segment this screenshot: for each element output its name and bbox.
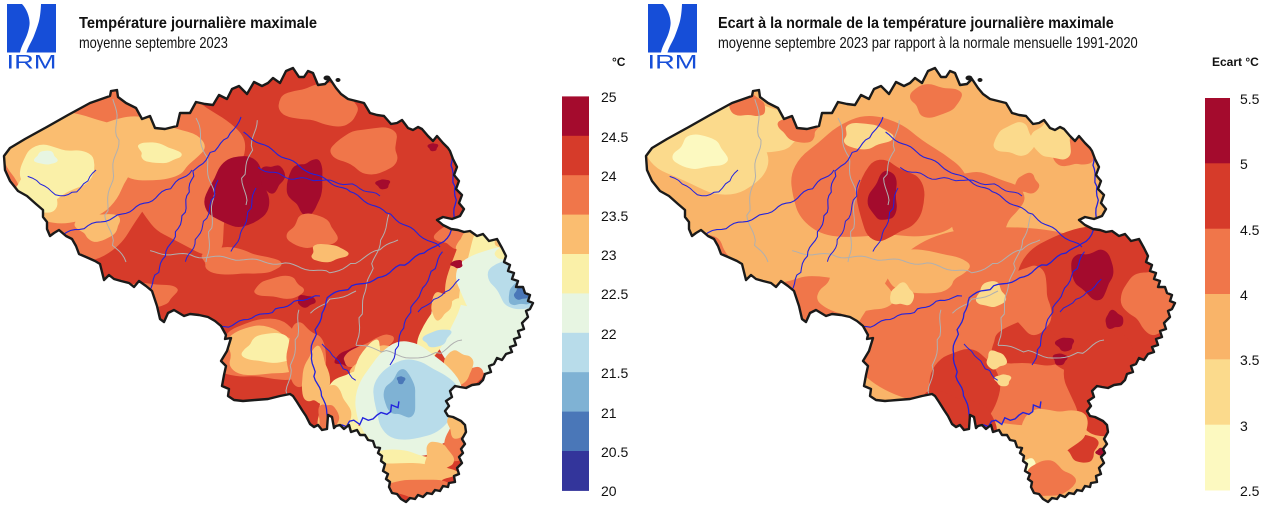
svg-text:IRM: IRM xyxy=(7,53,57,73)
svg-text:IRM: IRM xyxy=(648,53,698,73)
